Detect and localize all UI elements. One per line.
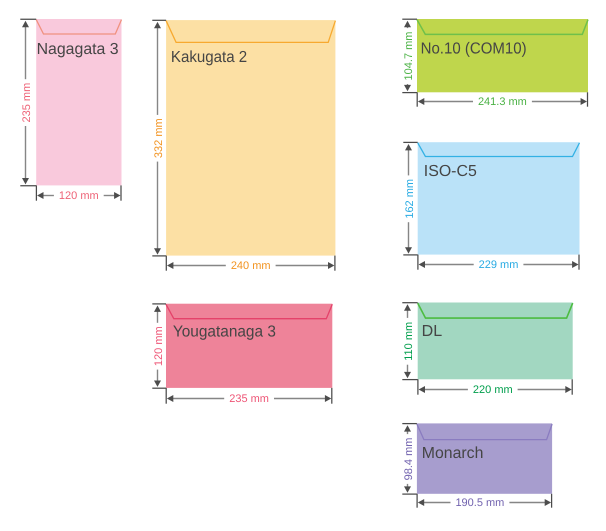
svg-text:Monarch: Monarch [422, 445, 484, 462]
svg-text:229 mm: 229 mm [479, 259, 519, 271]
svg-text:Nagagata 3: Nagagata 3 [37, 41, 119, 58]
svg-text:Kakugata 2: Kakugata 2 [171, 49, 247, 66]
svg-text:Yougatanaga 3: Yougatanaga 3 [173, 324, 276, 341]
svg-text:162 mm: 162 mm [404, 179, 416, 219]
svg-text:235 mm: 235 mm [229, 393, 269, 405]
svg-text:241.3 mm: 241.3 mm [478, 96, 527, 108]
svg-text:235 mm: 235 mm [21, 83, 33, 123]
svg-text:220 mm: 220 mm [473, 384, 513, 396]
svg-text:ISO-C5: ISO-C5 [424, 163, 477, 180]
svg-text:120 mm: 120 mm [59, 190, 99, 202]
svg-text:110 mm: 110 mm [403, 322, 415, 361]
svg-text:98.4 mm: 98.4 mm [403, 438, 415, 481]
svg-text:104.7 mm: 104.7 mm [403, 32, 415, 81]
svg-text:332 mm: 332 mm [153, 118, 165, 158]
svg-text:190.5 mm: 190.5 mm [455, 497, 504, 509]
svg-text:240 mm: 240 mm [231, 260, 271, 272]
svg-text:DL: DL [422, 323, 443, 340]
svg-text:No.10 (COM10): No.10 (COM10) [421, 41, 527, 58]
svg-text:120 mm: 120 mm [153, 326, 165, 366]
